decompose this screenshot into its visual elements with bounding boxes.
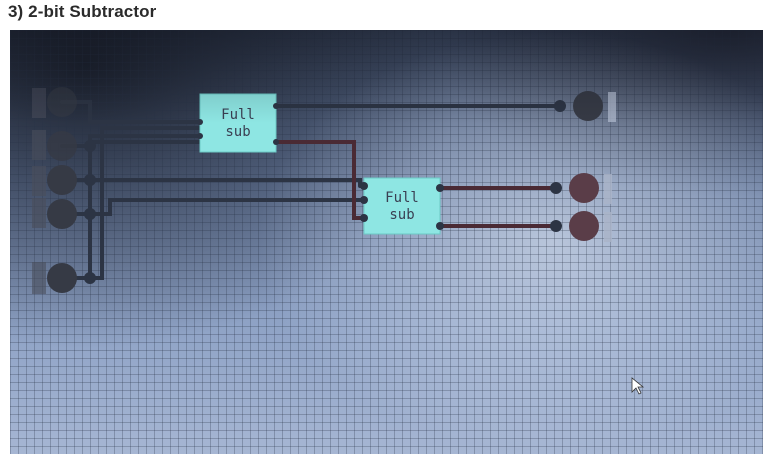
circuit-diagram: Full sub Full sub xyxy=(32,87,645,395)
input-dot-3 xyxy=(84,174,96,186)
input-nodes xyxy=(47,87,96,293)
gate-2-label-line2: sub xyxy=(389,207,414,223)
pin-8 xyxy=(436,222,444,230)
gate-1-label-line2: sub xyxy=(225,124,250,140)
input-node-5 xyxy=(47,263,77,293)
output-dot-2 xyxy=(550,182,562,194)
input-dot-4 xyxy=(84,208,96,220)
input-node-4 xyxy=(47,199,77,229)
pin-4 xyxy=(360,182,368,190)
input-switch-3 xyxy=(32,166,46,196)
cursor-icon xyxy=(631,377,645,395)
wire-g1-borrow xyxy=(274,140,362,220)
input-dot-5 xyxy=(84,272,96,284)
gate-2-label-line1: Full xyxy=(385,190,419,206)
output-nodes xyxy=(550,91,616,242)
input-switch-5 xyxy=(32,262,46,294)
full-sub-gate-1: Full sub xyxy=(197,93,279,153)
wires xyxy=(60,100,562,280)
input-switch-2 xyxy=(32,130,46,160)
output-bar-3 xyxy=(604,212,612,242)
input-node-3 xyxy=(47,165,77,195)
input-switch-4 xyxy=(32,198,46,228)
wire-in5-b xyxy=(88,140,202,280)
input-dot-2 xyxy=(84,140,96,152)
pin-7 xyxy=(436,184,444,192)
pin-1 xyxy=(197,133,203,139)
gate-2-box xyxy=(363,177,441,235)
input-switch-1 xyxy=(32,88,46,118)
wire-in5 xyxy=(60,126,202,280)
output-led-1 xyxy=(573,91,603,121)
pin-5 xyxy=(360,196,368,204)
output-dot-3 xyxy=(550,220,562,232)
pin-0 xyxy=(197,119,203,125)
gate-1-label-line1: Full xyxy=(221,107,255,123)
pin-6 xyxy=(360,214,368,222)
pin-2 xyxy=(273,103,279,109)
input-node-2 xyxy=(47,131,77,161)
circuit-photo: Full sub Full sub xyxy=(10,30,763,454)
output-bar-2 xyxy=(604,174,612,204)
pin-3 xyxy=(273,139,279,145)
output-led-3 xyxy=(569,211,599,241)
output-bar-1 xyxy=(608,92,616,122)
input-switches xyxy=(32,88,46,294)
output-dot-1 xyxy=(554,100,566,112)
page-title: 3) 2-bit Subtractor xyxy=(8,2,157,21)
wire-in1 xyxy=(60,100,202,124)
full-sub-gate-2: Full sub xyxy=(360,177,444,235)
gate-1-box xyxy=(199,93,277,153)
wire-in3 xyxy=(60,178,362,188)
wire-in4 xyxy=(60,198,362,216)
output-led-2 xyxy=(569,173,599,203)
input-node-1 xyxy=(47,87,77,117)
